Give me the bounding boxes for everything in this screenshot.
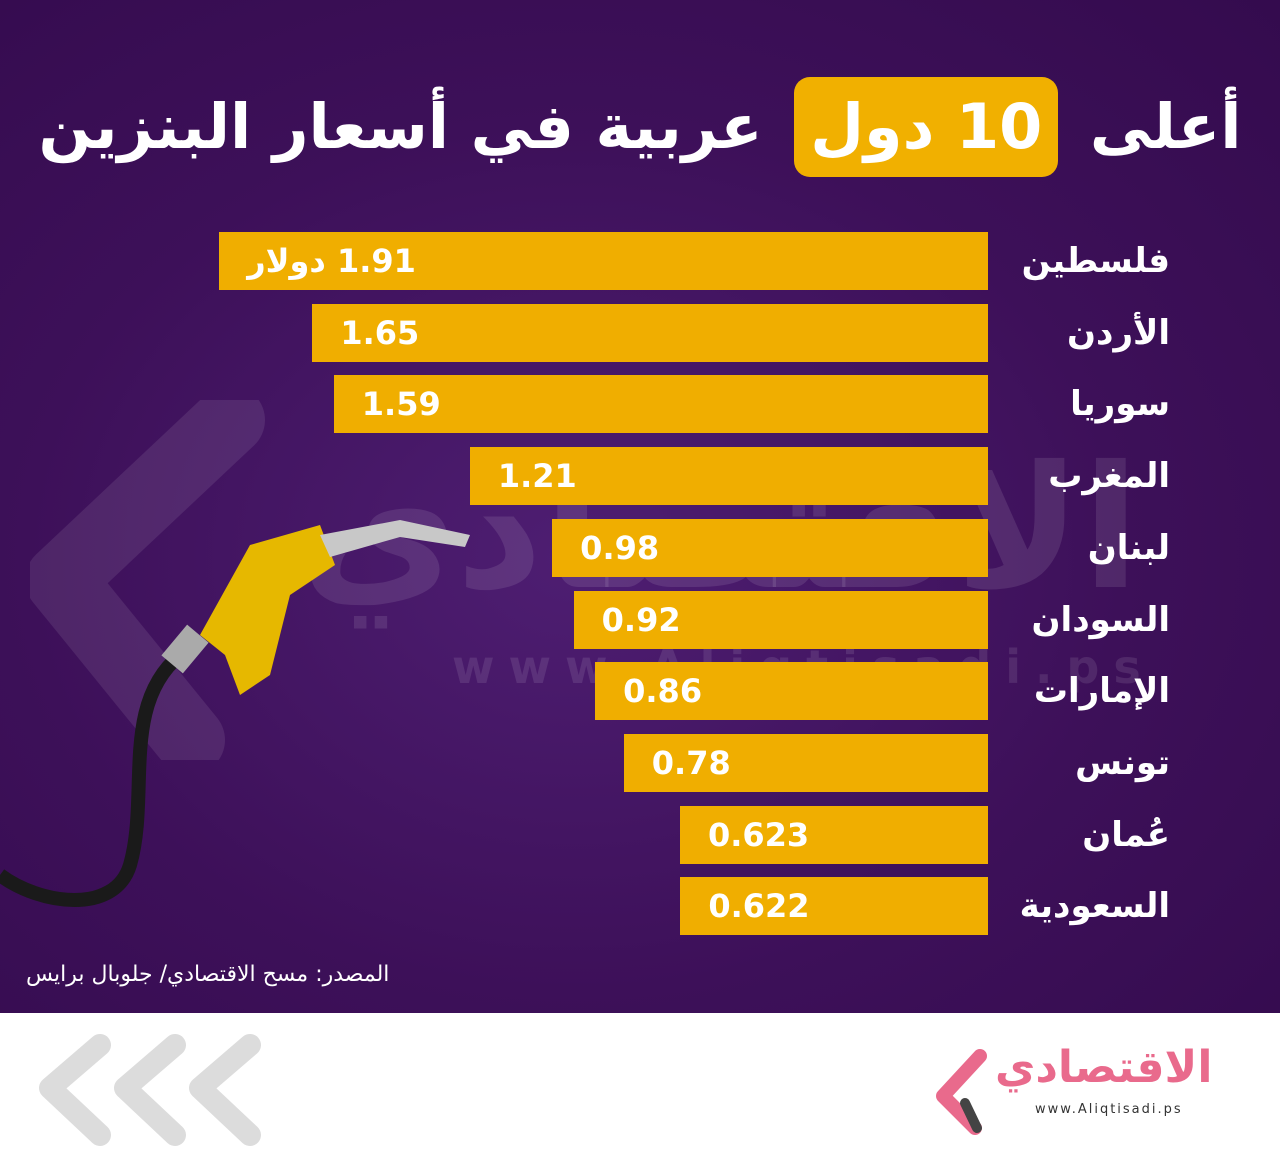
category-label: فلسطين bbox=[1021, 241, 1170, 281]
category-label: لبنان bbox=[1087, 527, 1170, 568]
data-label: 0.92 bbox=[601, 600, 681, 639]
data-label: 0.622 bbox=[708, 887, 810, 926]
bar: 0.86 bbox=[595, 662, 988, 721]
data-label: 1.91 دولار bbox=[247, 242, 416, 280]
brand-logo: الاقتصادي www.Aliqtisadi.ps bbox=[935, 1042, 1215, 1138]
bar-chart: 1.91 دولار فلسطين 1.65 الأردن 1.59 سوريا 1.21 ا… bbox=[219, 232, 1170, 936]
logo-text: الاقتصادي bbox=[995, 1042, 1213, 1093]
category-label: سوريا bbox=[1070, 384, 1170, 425]
logo-mark-icon bbox=[936, 1049, 987, 1135]
category-label: السودان bbox=[1031, 599, 1170, 640]
bar: 0.622 bbox=[680, 877, 988, 936]
logo-url: www.Aliqtisadi.ps bbox=[1035, 1102, 1183, 1117]
data-label: 1.59 bbox=[361, 385, 441, 424]
category-label: تونس bbox=[1075, 742, 1170, 783]
category-label: الإمارات bbox=[1033, 671, 1170, 712]
data-label: 0.78 bbox=[651, 743, 731, 782]
source-note: المصدر: مسح الاقتصادي/ جلوبال برايس bbox=[26, 962, 390, 987]
data-label: 1.21 bbox=[497, 457, 577, 496]
footer-chevrons-icon bbox=[39, 1034, 261, 1146]
bar: 0.92 bbox=[573, 590, 988, 649]
title-highlight: 10 دول bbox=[794, 77, 1059, 177]
data-label: 0.98 bbox=[580, 528, 660, 567]
bar: 1.21 bbox=[469, 447, 988, 506]
bar: 1.65 bbox=[312, 303, 988, 362]
chart-title: أعلى 10 دول عربية في أسعار البنزين bbox=[0, 72, 1280, 182]
bar: 1.59 bbox=[333, 375, 988, 434]
watermark-chevron-icon bbox=[30, 400, 265, 760]
data-label: 0.623 bbox=[707, 815, 810, 854]
data-label: 0.86 bbox=[623, 672, 703, 711]
title-part: أعلى bbox=[1089, 90, 1242, 163]
category-label: عُمان bbox=[1082, 814, 1170, 855]
poster: الاقتصادي www.Aliqtisadi.ps أعلى 10 دول … bbox=[0, 0, 1280, 1013]
bar: 0.78 bbox=[623, 733, 988, 792]
bar: 0.98 bbox=[552, 518, 988, 577]
category-label: الأردن bbox=[1066, 312, 1170, 353]
bar: 0.623 bbox=[679, 805, 988, 864]
title-part: عربية في أسعار البنزين bbox=[38, 90, 763, 163]
category-label: السعودية bbox=[1019, 886, 1170, 927]
bar: 1.91 دولار bbox=[219, 232, 988, 290]
fuel-nozzle-icon bbox=[0, 520, 470, 907]
data-label: 1.65 bbox=[340, 313, 420, 352]
category-label: المغرب bbox=[1048, 456, 1170, 497]
